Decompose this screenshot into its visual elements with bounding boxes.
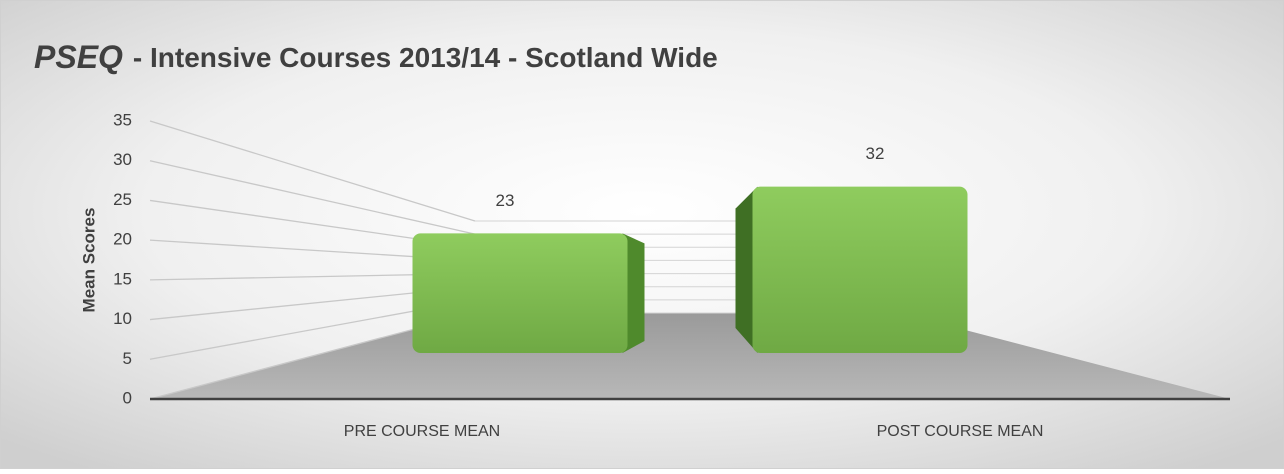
bar-front — [412, 233, 628, 353]
y-tick-label: 10 — [113, 309, 132, 328]
data-label: 32 — [866, 144, 885, 163]
title-rest: - Intensive Courses 2013/14 - Scotland W… — [133, 42, 718, 73]
data-label: 23 — [496, 191, 515, 210]
y-tick-label: 25 — [113, 190, 132, 209]
title-main: PSEQ — [34, 39, 123, 75]
bar-side — [622, 233, 645, 353]
x-tick-label: PRE COURSE MEAN — [344, 423, 500, 440]
grid-line — [149, 120, 476, 222]
x-tick-label: POST COURSE MEAN — [877, 423, 1044, 440]
bar — [412, 233, 645, 353]
bar-front — [752, 186, 968, 353]
bar-side — [735, 186, 758, 353]
y-tick-label: 20 — [113, 230, 132, 249]
y-tick-label: 5 — [123, 349, 132, 368]
y-tick-label: 15 — [113, 269, 132, 288]
chart-title: PSEQ - Intensive Courses 2013/14 - Scotla… — [34, 39, 718, 75]
grid-line — [149, 160, 476, 235]
y-axis-label: Mean Scores — [79, 208, 98, 313]
y-tick-label: 35 — [113, 110, 132, 129]
y-tick-label: 0 — [123, 388, 132, 407]
y-tick-label: 30 — [113, 150, 132, 169]
bar — [735, 186, 968, 353]
